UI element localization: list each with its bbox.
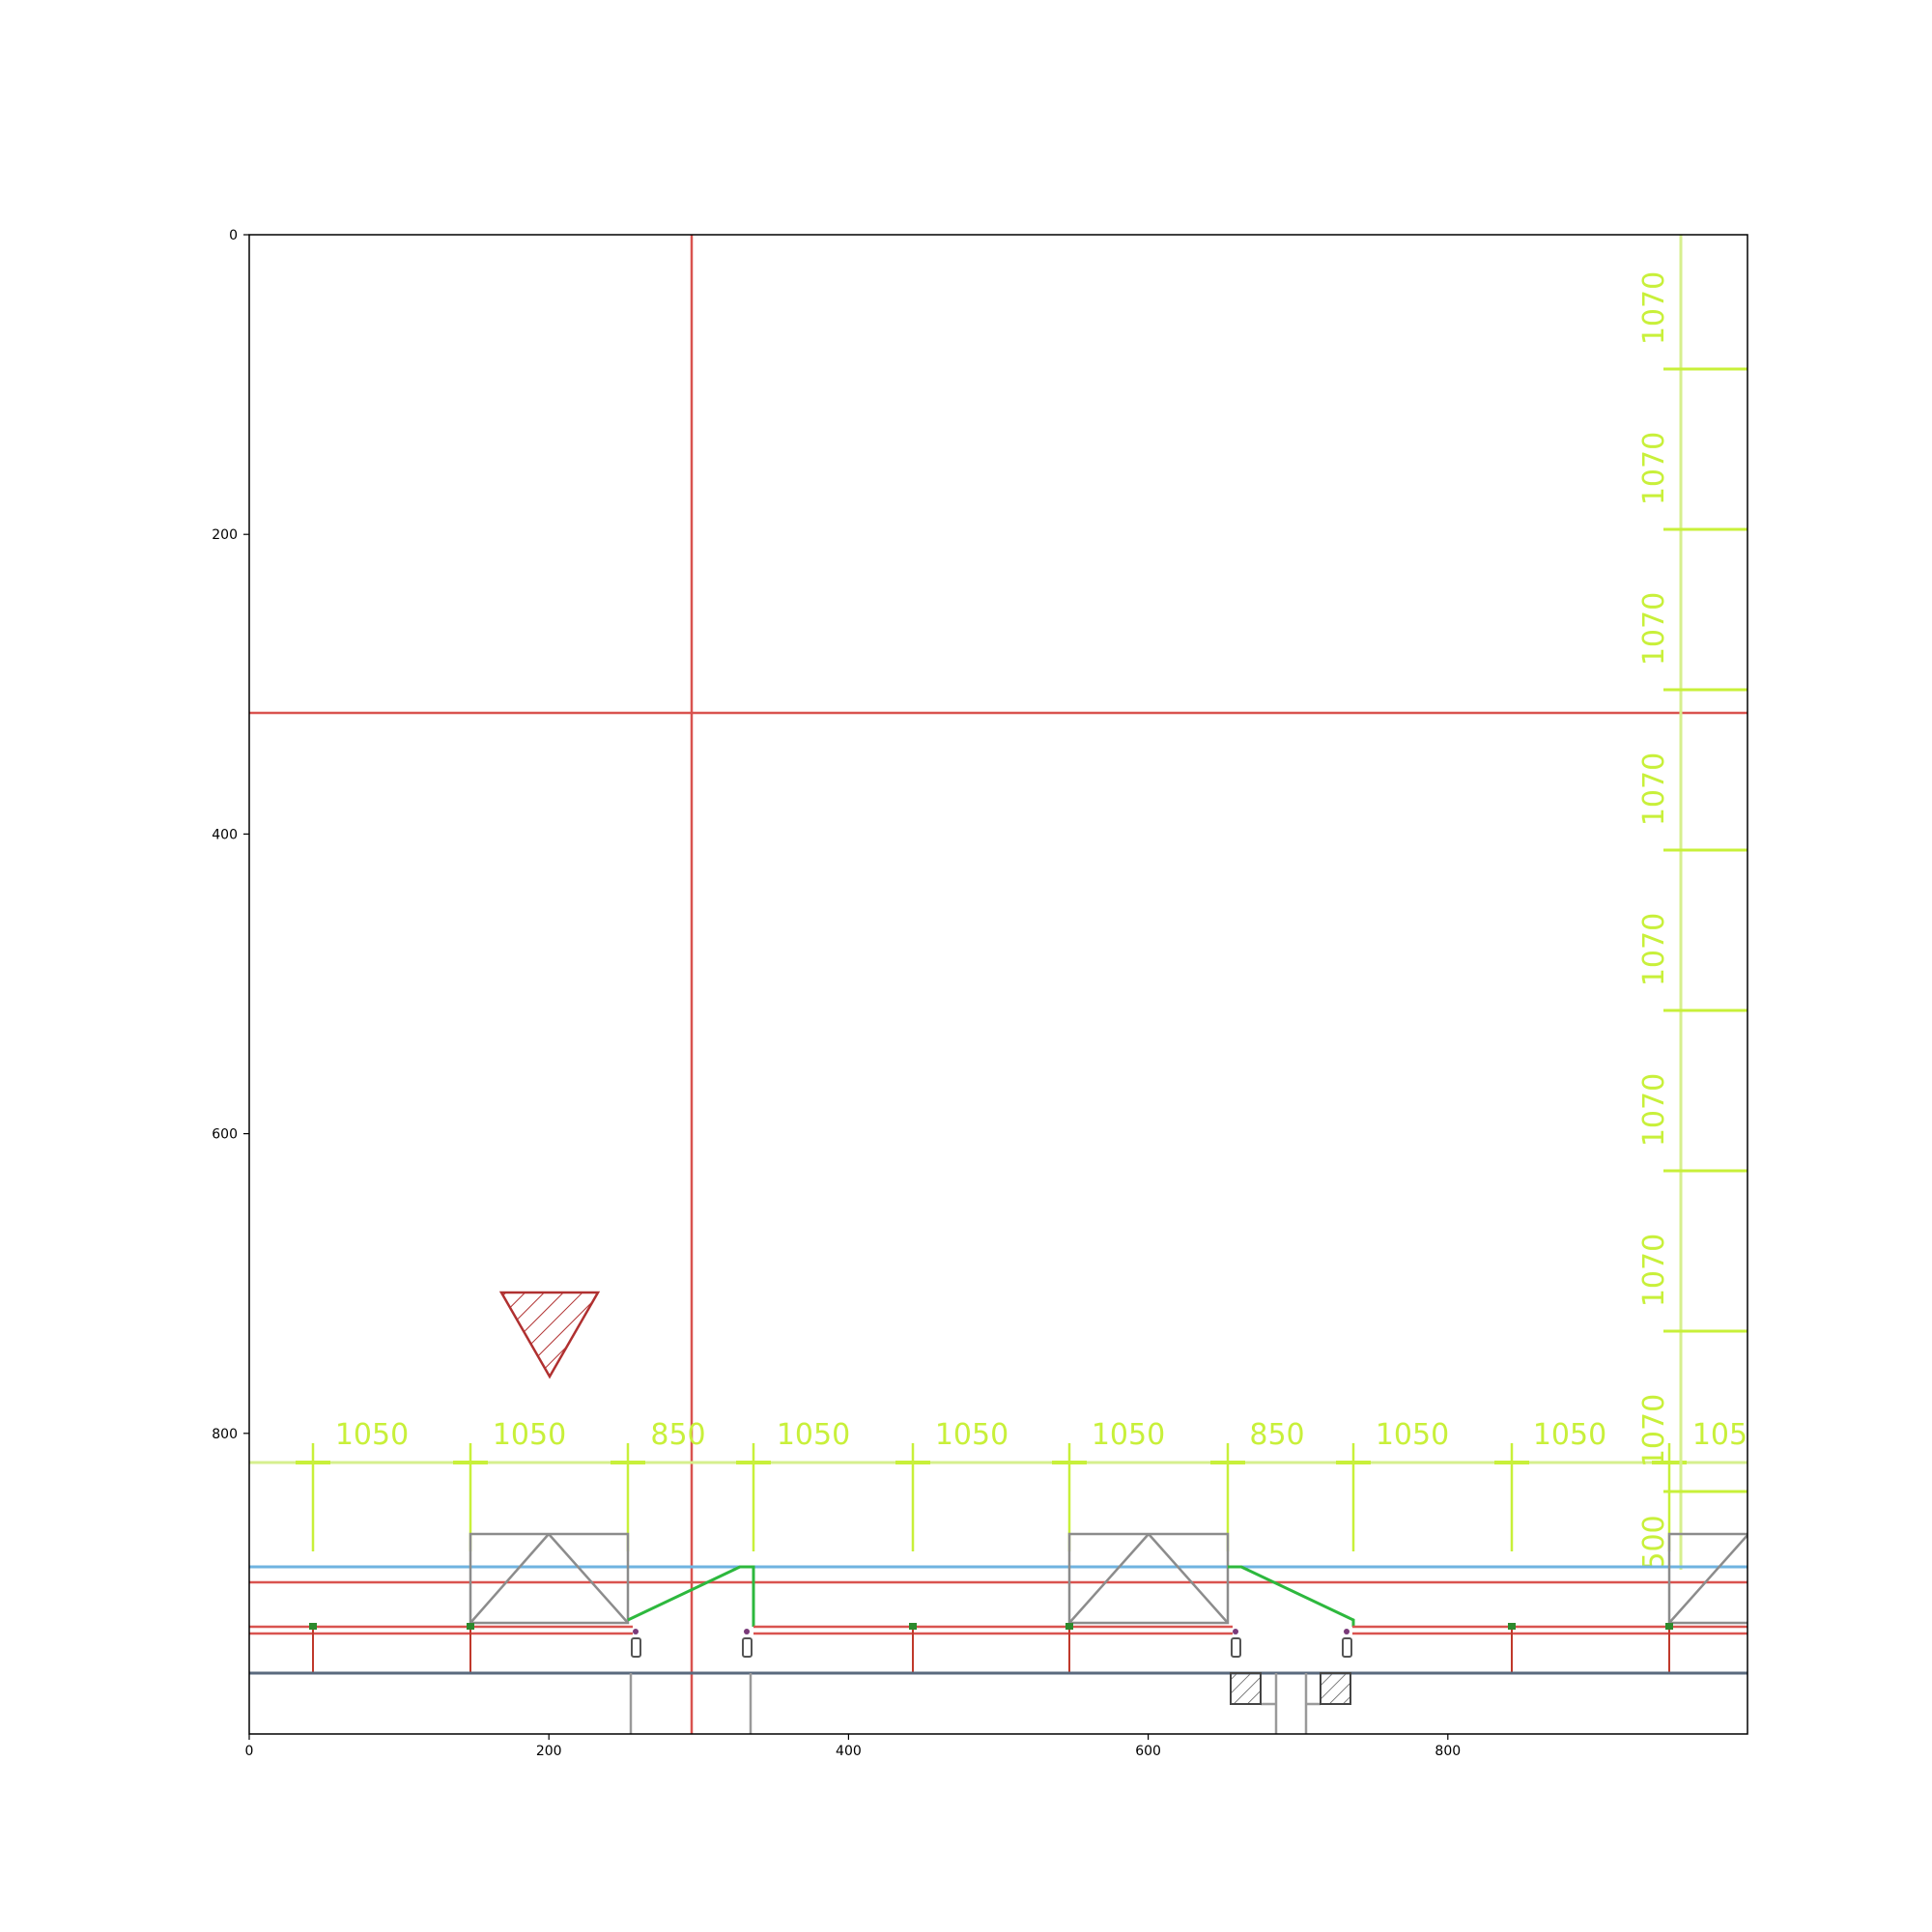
horizontal-dimension-labels: 1050 1050 850 1050 1050 1050 850 1050 1050 1050 <box>335 1418 1766 1452</box>
door-handle-symbols <box>631 1637 1352 1658</box>
vertical-dimension-label: 1070 <box>1637 592 1671 666</box>
vertical-dimension-label: 1070 <box>1637 913 1671 986</box>
vertical-dimension-labels: 1070 1070 1070 1070 1070 1070 1070 1070 500 <box>1637 271 1671 1571</box>
vertical-dimension-label: 1070 <box>1637 271 1671 345</box>
plot-content: 1050 1050 850 1050 1050 1050 850 1050 1050 1050 1… <box>249 235 1766 1734</box>
y-tick-label: 0 <box>229 228 238 243</box>
horizontal-dimension-label: 1050 <box>335 1418 409 1452</box>
y-tick-label: 600 <box>212 1127 238 1143</box>
horizontal-dimension-ticks <box>296 1443 1687 1551</box>
column-box-hatched <box>1320 1672 1351 1705</box>
x-axis: 0 200 400 600 800 <box>245 1734 1461 1759</box>
vertical-dimension-label: 500 <box>1637 1515 1671 1570</box>
horizontal-dimension-label: 1050 <box>1376 1418 1449 1452</box>
y-tick-label: 800 <box>212 1427 238 1442</box>
x-tick-label: 0 <box>245 1744 254 1759</box>
door-swing-right <box>1228 1565 1355 1627</box>
plot-frame <box>248 234 1748 1735</box>
stud-lines <box>312 1627 1670 1673</box>
horizontal-dimension-label: 1050 <box>1692 1418 1766 1452</box>
window-frame <box>1067 1532 1230 1625</box>
horizontal-dimension-label: 1050 <box>493 1418 566 1452</box>
lower-posts <box>629 1673 1321 1734</box>
x-tick-label: 800 <box>1435 1744 1461 1759</box>
vertical-dimension-label: 1070 <box>1637 432 1671 505</box>
post-markers <box>309 1623 1673 1630</box>
horizontal-dimension-label: 1050 <box>1533 1418 1606 1452</box>
wall-double-line <box>249 1625 1747 1635</box>
horizontal-dimension-label: 850 <box>1249 1418 1304 1452</box>
x-tick-label: 200 <box>536 1744 562 1759</box>
door-swing-left <box>627 1565 755 1627</box>
y-axis: 0 200 400 600 800 <box>212 228 249 1442</box>
plot-area <box>249 235 1747 1734</box>
y-tick-label: 200 <box>212 527 238 543</box>
vertical-dimension-ticks <box>1663 367 1747 1493</box>
horizontal-dimension-label: 1050 <box>935 1418 1009 1452</box>
horizontal-dimension-label: 1050 <box>777 1418 850 1452</box>
x-tick-label: 400 <box>836 1744 862 1759</box>
horizontal-dimension-label: 1050 <box>1092 1418 1165 1452</box>
vertical-dimension-label: 1070 <box>1637 753 1671 826</box>
section-marker-triangle <box>498 1291 601 1379</box>
window-frame <box>469 1532 630 1625</box>
x-tick-label: 600 <box>1135 1744 1161 1759</box>
column-box-hatched <box>1230 1672 1262 1705</box>
door-handle-dots <box>633 1629 1350 1634</box>
vertical-dimension-label: 1070 <box>1637 1073 1671 1147</box>
vertical-dimension-label: 1070 <box>1637 1394 1671 1467</box>
vertical-dimension-label: 1070 <box>1637 1234 1671 1307</box>
y-tick-label: 400 <box>212 827 238 842</box>
window-frame <box>1667 1532 1747 1625</box>
horizontal-dimension-label: 850 <box>650 1418 705 1452</box>
